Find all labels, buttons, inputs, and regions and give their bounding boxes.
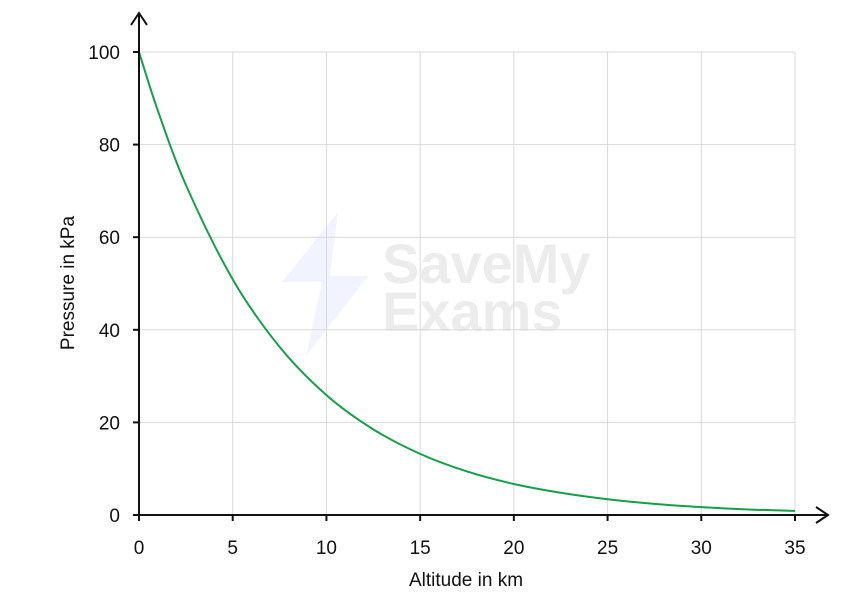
series-line (138, 51, 796, 512)
y-tick-label: 40 (99, 321, 120, 342)
x-tick-label: 0 (134, 538, 145, 559)
x-tick-label: 10 (316, 538, 337, 559)
x-axis-title: Altitude in km (409, 570, 523, 591)
x-axis-arrow-icon (815, 506, 830, 524)
y-axis-arrow-icon (130, 11, 148, 26)
y-tick-label: 60 (99, 228, 120, 249)
tick-labels: 0 5 10 15 20 25 30 35 0 20 40 60 80 100 (88, 43, 805, 559)
y-tick-label: 100 (88, 43, 120, 64)
x-tick-label: 15 (410, 538, 431, 559)
series (138, 51, 796, 512)
y-tick-label: 0 (109, 506, 120, 527)
watermark-line1: SaveMy (382, 232, 591, 295)
axes (130, 11, 830, 524)
x-tick-label: 30 (691, 538, 712, 559)
watermark-line2: Exams (382, 280, 563, 343)
x-tick-label: 25 (597, 538, 618, 559)
watermark-bolt-icon (282, 212, 368, 356)
x-tick-label: 35 (784, 538, 805, 559)
y-tick-label: 80 (99, 136, 120, 157)
watermark: SaveMy Exams (282, 212, 591, 356)
x-tick-label: 5 (227, 538, 238, 559)
y-axis-title: Pressure in kPa (58, 216, 79, 351)
grid (139, 51, 796, 515)
y-tick-label: 20 (99, 413, 120, 434)
x-tick-label: 20 (503, 538, 524, 559)
